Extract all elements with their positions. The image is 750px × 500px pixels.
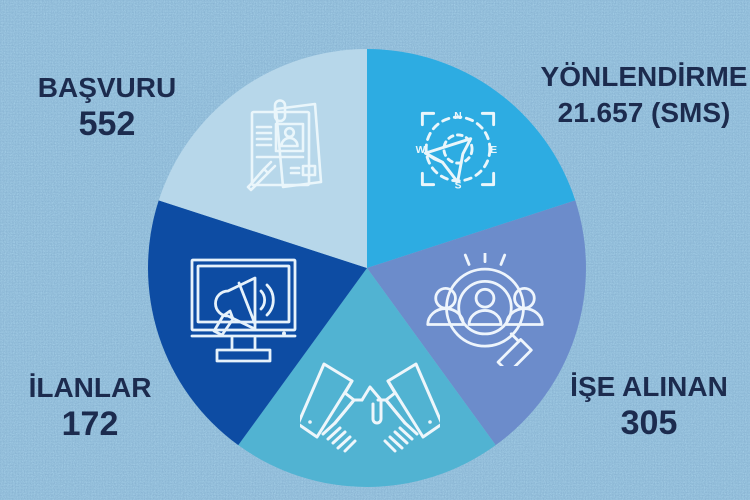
- svg-text:N: N: [454, 111, 461, 122]
- svg-text:E: E: [490, 145, 497, 156]
- svg-text:W: W: [416, 145, 426, 156]
